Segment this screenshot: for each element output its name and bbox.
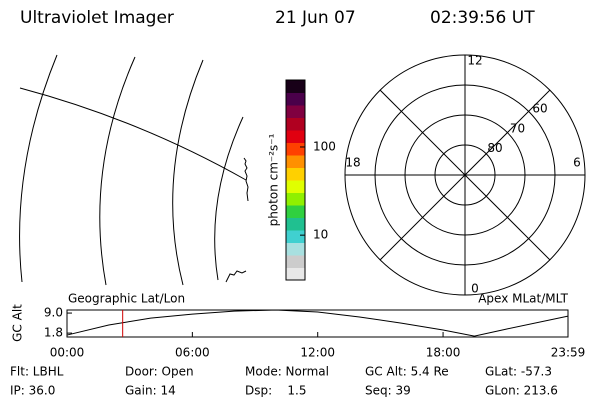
- info-field: Door: Open: [125, 365, 194, 379]
- info-field: Seq: 39: [365, 384, 411, 398]
- color-segment: [286, 180, 305, 193]
- x-tick-label: 00:00: [50, 346, 85, 360]
- info-field: Flt: LBHL: [10, 365, 64, 379]
- x-tick-label: 23:59: [551, 346, 586, 360]
- lat-label: 60: [532, 102, 547, 116]
- y-tick-label: 1.8: [44, 326, 63, 340]
- info-field: IP: 36.0: [10, 384, 55, 398]
- title: Ultraviolet Imager: [20, 8, 174, 28]
- x-tick-label: 12:00: [300, 346, 335, 360]
- mlt-label: 0: [471, 282, 479, 296]
- right-label: Apex MLat/MLT: [478, 292, 568, 306]
- map-grid-line: [19, 54, 58, 283]
- map-grid-line: [19, 87, 247, 181]
- lat-label: 70: [510, 121, 525, 135]
- color-segment: [286, 167, 305, 181]
- left-label: Geographic Lat/Lon: [68, 292, 185, 306]
- x-tick-label: 06:00: [175, 346, 210, 360]
- y-axis-label: GC Alt: [11, 304, 25, 342]
- color-segment: [286, 230, 305, 243]
- colorbar-frame: [285, 79, 306, 281]
- colorbar: photon cm⁻²s⁻¹ 10 100: [267, 79, 336, 281]
- info-field: GLon: 213.6: [485, 384, 558, 398]
- mlt-label: 18: [345, 156, 360, 170]
- colorbar-label: photon cm⁻²s⁻¹: [267, 133, 281, 226]
- info-field: Dsp: 1.5: [245, 384, 307, 398]
- color-segment: [286, 80, 305, 93]
- color-segment: [286, 130, 305, 143]
- time: 02:39:56 UT: [430, 8, 535, 28]
- color-segment: [286, 117, 305, 131]
- info-field: GC Alt: 5.4 Re: [365, 365, 449, 379]
- map-grid-line: [214, 116, 244, 281]
- color-segment: [286, 267, 305, 281]
- altitude-line: [66, 309, 569, 337]
- map: [19, 54, 249, 286]
- info-field: GLat: -57.3: [485, 365, 552, 379]
- colorbar-tick-label: 10: [313, 228, 328, 242]
- map-grid-line: [99, 56, 136, 286]
- color-segment: [286, 205, 305, 218]
- color-segment: [286, 242, 305, 256]
- y-tick-label: 9.0: [44, 306, 63, 320]
- color-segment: [286, 192, 305, 206]
- coastline: [243, 157, 249, 202]
- mlt-label: 12: [467, 54, 482, 68]
- color-segment: [286, 217, 305, 231]
- info-field: Mode: Normal: [245, 365, 329, 379]
- color-segment: [286, 105, 305, 118]
- color-segment: [286, 255, 305, 268]
- footer: Flt: LBHL Door: Open Mode: Normal GC Alt: 5…: [10, 365, 558, 398]
- color-segment: [286, 155, 305, 168]
- color-segment: [286, 142, 305, 156]
- lat-label: 80: [487, 141, 502, 155]
- mlt-label: 6: [573, 156, 581, 170]
- map-grid-line: [172, 59, 204, 286]
- altitude-strip: Geographic Lat/Lon Apex MLat/MLT GC Alt …: [11, 292, 586, 360]
- colorbar-tick-label: 100: [313, 139, 336, 153]
- date: 21 Jun 07: [275, 8, 356, 28]
- coastline: [225, 270, 247, 283]
- info-field: Gain: 14: [125, 384, 176, 398]
- color-segment: [286, 92, 305, 106]
- x-tick-label: 18:00: [426, 346, 461, 360]
